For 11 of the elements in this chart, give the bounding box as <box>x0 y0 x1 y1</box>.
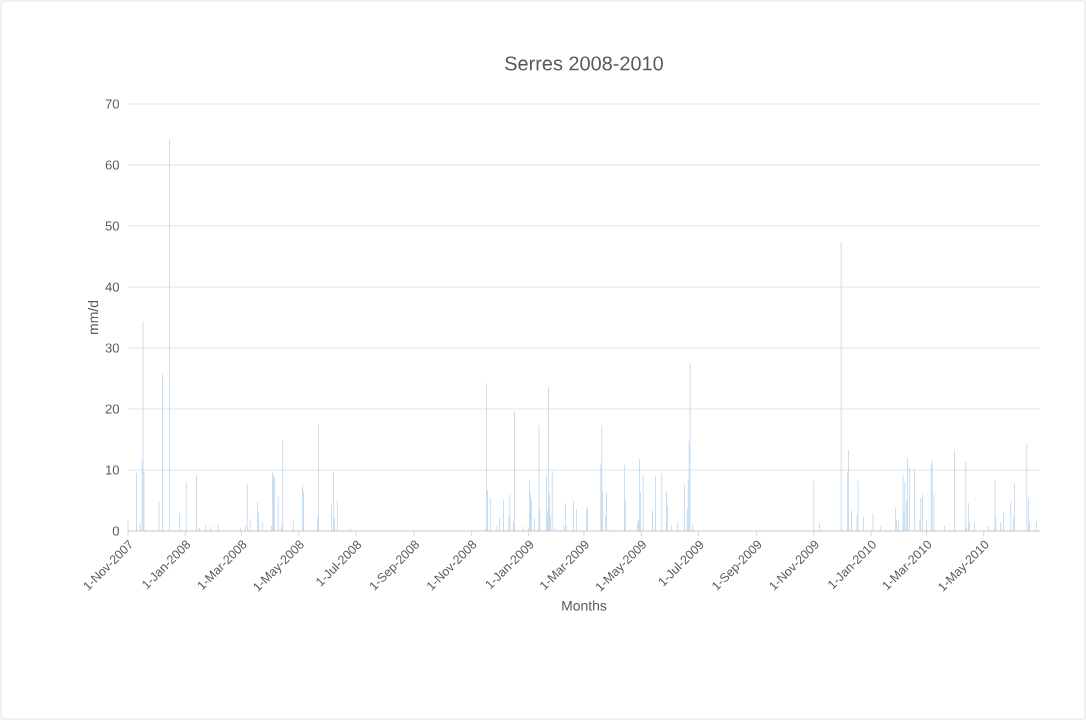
y-tick-label: 70 <box>105 99 119 109</box>
y-tick-label: 30 <box>105 343 119 353</box>
y-tick-label: 10 <box>106 465 119 475</box>
y-axis-title: mm/d <box>87 300 99 335</box>
y-tick-label: 50 <box>105 221 119 231</box>
y-tick-label: 20 <box>105 404 119 414</box>
x-axis-title: Months <box>562 600 607 611</box>
y-tick-label: 60 <box>105 160 119 170</box>
chart-title: Serres 2008-2010 <box>505 56 663 71</box>
y-tick-label: 40 <box>105 282 119 292</box>
y-tick-label: 0 <box>112 526 119 536</box>
